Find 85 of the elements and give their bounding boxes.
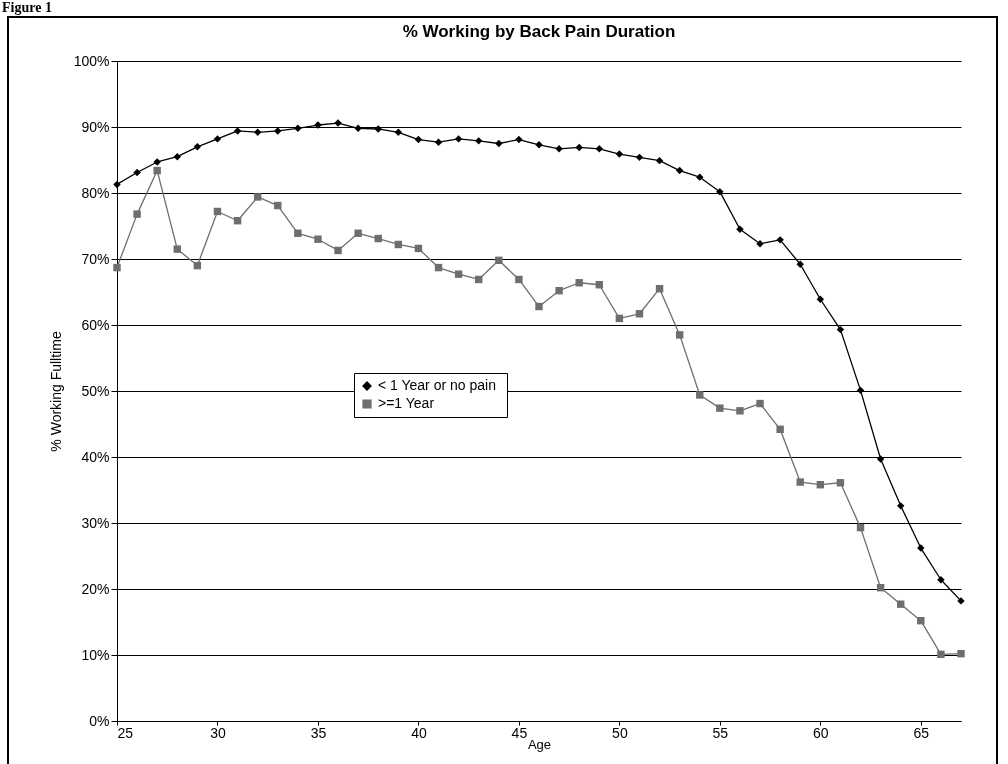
point: [555, 145, 563, 153]
caption: Figure 1: [2, 0, 52, 15]
x-tick-label: 65: [913, 724, 930, 741]
point: [454, 270, 463, 278]
point: [856, 386, 865, 395]
point: [334, 246, 342, 255]
x-tick-label: 60: [813, 724, 829, 741]
point: [937, 576, 945, 584]
y-tick-label: 100%: [73, 52, 110, 69]
point: [575, 279, 583, 287]
point: [515, 275, 523, 284]
y-tick-label: 50%: [81, 382, 110, 399]
x-tick-label: 30: [210, 724, 226, 741]
point: [153, 166, 161, 175]
y-axis-title: % Working Fulltime: [47, 331, 64, 452]
point: [595, 145, 603, 153]
point: [615, 150, 624, 158]
point: [736, 225, 744, 234]
x-tick-label: 40: [411, 724, 427, 741]
y-tick-label: 20%: [81, 580, 110, 597]
point: [897, 502, 905, 510]
point: [897, 600, 905, 608]
point: [294, 229, 302, 237]
point: [836, 325, 845, 334]
legend-label: >=1 Year: [378, 395, 435, 411]
point: [696, 173, 704, 181]
y-tick-label: 70%: [81, 250, 110, 267]
y-tick-label: 40%: [81, 448, 110, 465]
y-tick-label: 60%: [81, 316, 110, 333]
point: [253, 193, 262, 201]
point: [475, 137, 483, 145]
point: [294, 124, 302, 133]
point: [675, 166, 684, 175]
point: [555, 286, 563, 295]
point: [133, 210, 141, 218]
point: [575, 143, 583, 152]
point: [495, 256, 503, 265]
y-tick-label: 10%: [81, 646, 110, 663]
point: [133, 168, 141, 177]
x-tick-label: 50: [612, 724, 628, 741]
point: [354, 229, 362, 237]
point: [173, 152, 181, 161]
point: [876, 455, 885, 463]
point: [454, 135, 463, 143]
legend-label: < 1 Year or no pain: [378, 377, 496, 393]
point: [776, 425, 784, 433]
y-tick-label: 90%: [81, 118, 110, 135]
point: [535, 302, 543, 311]
point: [213, 135, 222, 143]
point: [113, 263, 121, 272]
y-tick-label: 0%: [89, 712, 110, 729]
point: [957, 649, 965, 658]
point: [495, 139, 503, 148]
x-tick-label: 55: [712, 724, 729, 741]
point: [253, 128, 262, 136]
point: [314, 235, 322, 243]
point: [515, 135, 523, 144]
point: [816, 295, 825, 303]
point: [193, 143, 202, 151]
point: [394, 128, 403, 136]
point: [796, 260, 804, 268]
point: [736, 407, 744, 415]
point: [434, 138, 443, 146]
point: [937, 650, 945, 659]
point: [796, 478, 804, 486]
point: [635, 153, 644, 162]
point: [675, 331, 684, 339]
x-tick-label: 35: [310, 724, 327, 741]
x-tick-label: 45: [511, 724, 528, 741]
point: [756, 399, 764, 408]
y-tick-label: 30%: [81, 514, 110, 531]
chart-title: % Working by Back Pain Duration: [402, 22, 676, 41]
point: [716, 187, 724, 196]
x-axis-title: Age: [527, 736, 552, 752]
point: [696, 391, 704, 399]
y-tick-label: 80%: [81, 184, 110, 201]
point: [917, 616, 925, 625]
point: [233, 127, 242, 135]
point: [655, 156, 664, 165]
x-tick-label: 25: [117, 724, 134, 741]
point: [716, 404, 724, 412]
point: [414, 135, 423, 144]
point: [173, 245, 181, 253]
point: [113, 180, 121, 189]
point: [354, 124, 362, 133]
